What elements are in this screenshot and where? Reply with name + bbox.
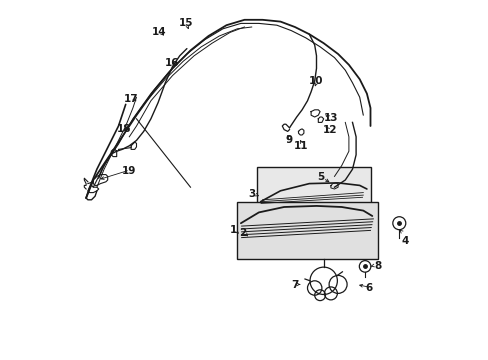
Text: 4: 4 — [400, 236, 407, 246]
Text: 6: 6 — [365, 283, 371, 293]
Text: 13: 13 — [323, 113, 338, 123]
Text: 10: 10 — [308, 76, 323, 86]
Text: 1: 1 — [229, 225, 236, 235]
Text: 3: 3 — [247, 189, 255, 199]
Text: 12: 12 — [322, 125, 337, 135]
Text: 14: 14 — [151, 27, 166, 37]
Text: 8: 8 — [373, 261, 381, 271]
Text: 9: 9 — [285, 135, 292, 145]
Text: 2: 2 — [239, 228, 246, 238]
Text: 7: 7 — [291, 280, 298, 290]
Text: 15: 15 — [179, 18, 193, 28]
Text: 18: 18 — [117, 124, 131, 134]
Text: 16: 16 — [165, 58, 180, 68]
Bar — [237, 202, 377, 259]
Text: 5: 5 — [317, 172, 324, 182]
Text: 17: 17 — [123, 94, 138, 104]
Text: 19: 19 — [121, 166, 136, 176]
Bar — [257, 167, 370, 223]
Text: 11: 11 — [293, 141, 308, 151]
